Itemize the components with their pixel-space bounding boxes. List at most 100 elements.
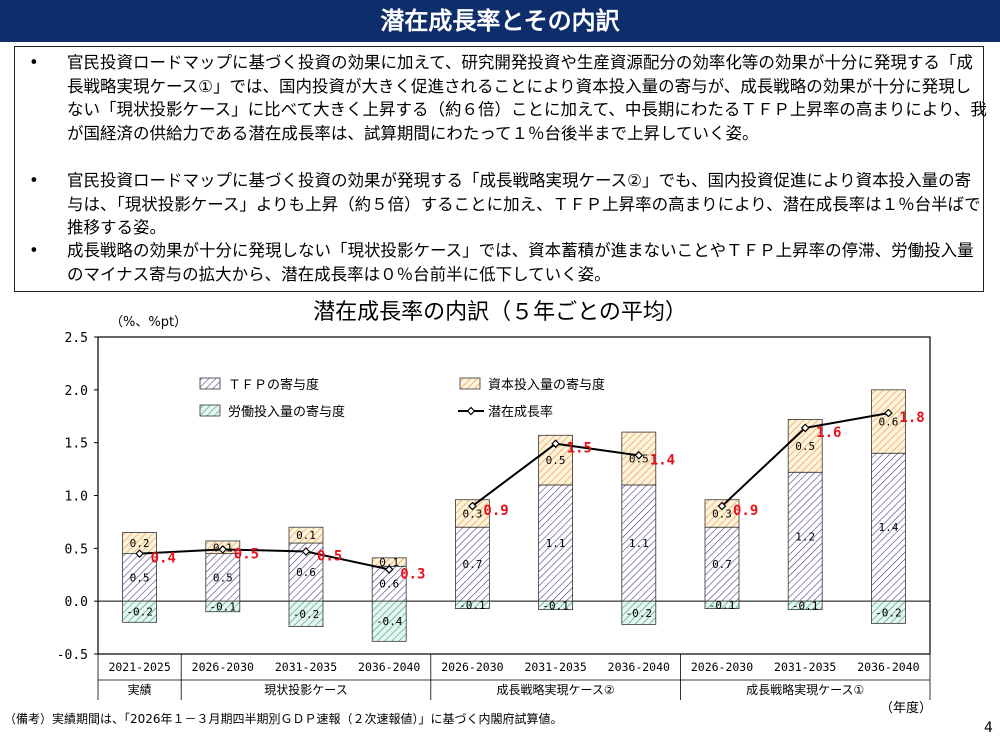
potential-growth-point: [551, 439, 560, 449]
bar-labor-label: -0.2: [626, 607, 653, 620]
bullet-marker: •: [29, 241, 39, 260]
page-title: 潜在成長率とその内訳: [380, 7, 620, 35]
bar-labor: [871, 600, 906, 624]
bar-tfp-label: 1.4: [878, 521, 898, 534]
potential-growth-label: 0.9: [733, 503, 758, 519]
x-tick-label: 2026-2030: [691, 660, 753, 674]
bar-labor: [704, 600, 740, 609]
y-tick-label: 2.5: [65, 331, 88, 346]
x-tick-label: 2021-2025: [108, 660, 170, 674]
bar-tfp: [621, 484, 657, 602]
bar-tfp-label: 0.5: [130, 571, 150, 584]
bar-capital-label: 0.6: [878, 416, 898, 429]
y-tick-label: 0.0: [65, 595, 88, 610]
bar-labor-label: -0.1: [459, 599, 486, 612]
bar-labor-label: -0.1: [542, 599, 569, 612]
y-tick-label: 1.5: [65, 437, 88, 452]
bullet-marker: •: [29, 53, 39, 72]
bar-capital-label: 0.2: [130, 537, 150, 550]
x-tick-label: 2026-2030: [192, 660, 254, 674]
bar-labor: [538, 600, 573, 611]
potential-growth-label: 0.9: [483, 503, 508, 519]
group-label: 成長戦略実現ケース②: [497, 682, 615, 697]
group-label: 現状投影ケース: [264, 682, 347, 697]
y-tick-label: 1.0: [65, 490, 88, 505]
y-tick-label: 2.0: [65, 384, 88, 399]
bar-labor: [288, 600, 324, 627]
x-axis-unit: （年度）: [880, 700, 932, 716]
bar-tfp-label: 0.7: [712, 558, 732, 571]
potential-growth-point: [135, 549, 144, 558]
legend-capital-label: 資本投入量の寄与度: [488, 377, 605, 393]
potential-growth-point: [301, 547, 311, 556]
x-tick-label: 2031-2035: [275, 660, 337, 674]
bullet-text: 成長戦略の効果が十分に発現しない「現状投影ケース」では、資本蓄積が進まないことや…: [67, 241, 974, 284]
bar-tfp-label: 0.6: [296, 566, 316, 579]
bar-labor: [621, 600, 657, 625]
potential-growth-label: 0.4: [151, 551, 176, 567]
bar-tfp-label: 1.2: [795, 531, 815, 544]
bar-labor: [205, 600, 241, 613]
bar-tfp: [704, 526, 740, 602]
bar-labor: [787, 600, 823, 611]
x-tick-label: 2031-2035: [524, 660, 586, 674]
legend-potential-growth-label: 潜在成長率: [488, 404, 553, 420]
bar-tfp-label: 1.1: [546, 537, 566, 550]
bar-capital-label: 0.3: [462, 507, 482, 520]
potential-growth-label: 0.5: [317, 549, 342, 565]
bar-capital-label: 0.5: [795, 440, 815, 453]
bar-capital: [288, 526, 324, 544]
bar-capital: [871, 389, 906, 454]
bar-labor-label: -0.1: [210, 600, 237, 613]
potential-growth-point: [384, 565, 394, 574]
bar-tfp-label: 0.5: [213, 571, 233, 584]
footnote: （備考）実績期間は、「2026年１－３月期四半期別ＧＤＰ速報（２次速報値）」に基…: [4, 712, 563, 726]
potential-growth-line: [139, 548, 390, 571]
x-tick-label: 2031-2035: [774, 660, 836, 674]
bar-capital-label: 0.5: [546, 454, 566, 467]
bar-labor-label: -0.4: [376, 615, 403, 628]
bullet-text: 官民投資ロードマップに基づく投資の効果に加えて、研究開発投資や生産資源配分の効率…: [67, 53, 987, 143]
bar-labor: [371, 600, 407, 642]
bar-labor-label: -0.2: [126, 606, 153, 619]
page-number: 4: [984, 720, 993, 736]
legend-labor-swatch: [199, 404, 221, 417]
x-tick-label: 2036-2040: [358, 660, 420, 674]
bar-tfp-label: 0.7: [462, 558, 482, 571]
bar-tfp-label: 0.6: [379, 578, 399, 591]
bar-tfp-label: 1.1: [629, 537, 649, 550]
chart-title: 潜在成長率の内訳（５年ごとの平均）: [313, 300, 687, 325]
bar-labor: [122, 600, 157, 623]
header-bar: 潜在成長率とその内訳: [0, 0, 1000, 42]
legend-labor-label: 労働投入量の寄与度: [228, 404, 345, 420]
potential-growth-label: 0.5: [234, 546, 259, 562]
bar-labor-label: -0.2: [293, 608, 320, 621]
bar-tfp: [787, 471, 823, 602]
bar-tfp: [122, 553, 157, 602]
bar-labor-label: -0.2: [875, 606, 902, 619]
bar-capital-label: 0.1: [379, 556, 399, 569]
group-label: 実績: [128, 682, 152, 697]
bar-capital-label: 0.3: [712, 507, 732, 520]
potential-growth-point: [468, 501, 477, 511]
bar-labor-label: -0.1: [792, 599, 819, 612]
x-tick-label: 2036-2040: [857, 660, 919, 674]
potential-growth-label: 0.3: [400, 566, 425, 582]
legend-potential-growth-marker: [466, 406, 476, 416]
y-axis-label: （%、%pt）: [110, 315, 187, 330]
x-tick-label: 2026-2030: [441, 660, 503, 674]
bar-capital-label: 0.1: [296, 529, 316, 542]
y-tick-label: -0.5: [57, 648, 88, 663]
bar-tfp: [538, 484, 573, 602]
summary-box: • 官民投資ロードマップに基づく投資の効果に加えて、研究開発投資や生産資源配分の…: [14, 46, 987, 292]
legend-capital-swatch: [459, 377, 481, 390]
potential-growth-point: [884, 408, 893, 418]
legend-tfp-label: ＴＦＰの寄与度: [228, 377, 319, 393]
potential-growth-point: [634, 450, 644, 460]
potential-growth-label: 1.4: [650, 452, 675, 468]
potential-growth-point: [800, 423, 810, 433]
bar-labor-label: -0.1: [709, 599, 736, 612]
bar-tfp: [205, 553, 241, 602]
bar-labor: [454, 600, 490, 609]
